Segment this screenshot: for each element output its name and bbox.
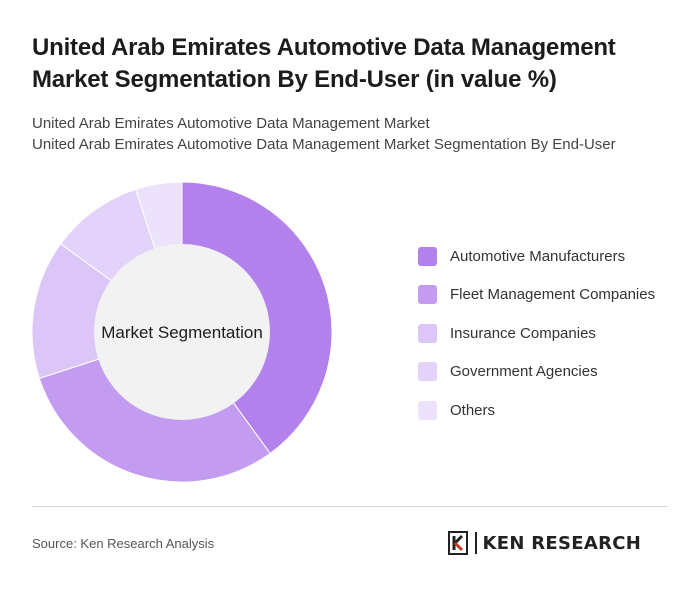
legend-label: Automotive Manufacturers <box>450 247 626 265</box>
legend-swatch <box>418 362 437 382</box>
donut-chart: Market Segmentation <box>31 181 333 483</box>
legend-label: Others <box>450 401 496 419</box>
legend-swatch <box>418 285 437 305</box>
legend-label: Insurance Companies <box>450 324 596 342</box>
chart-subtitle: United Arab Emirates Automotive Data Man… <box>32 113 682 155</box>
legend-swatch <box>418 323 437 343</box>
footer-divider <box>32 506 668 507</box>
source-text: Source: Ken Research Analysis <box>32 536 215 551</box>
logo-separator <box>475 532 477 554</box>
legend-item-automotive-manufacturers: Automotive Manufacturers <box>418 246 688 266</box>
subtitle-line-2: United Arab Emirates Automotive Data Man… <box>32 136 616 153</box>
ken-research-logo: KEN RESEARCH <box>447 531 641 555</box>
legend-label: Government Agencies <box>450 363 598 381</box>
chart-title: United Arab Emirates Automotive Data Man… <box>32 34 616 93</box>
logo-text: KEN RESEARCH <box>482 532 642 554</box>
legend-item-insurance-companies: Insurance Companies <box>418 323 688 343</box>
legend: Automotive Manufacturers Fleet Management… <box>418 246 688 439</box>
logo-mark-icon <box>448 531 468 555</box>
legend-label: Fleet Management Companies <box>450 286 656 304</box>
subtitle-line-1: United Arab Emirates Automotive Data Man… <box>32 115 430 132</box>
legend-item-fleet-management-companies: Fleet Management Companies <box>418 285 688 305</box>
legend-item-others: Others <box>418 400 688 420</box>
center-label: Market Segmentation <box>101 323 263 342</box>
legend-swatch <box>418 246 437 266</box>
donut-hole <box>94 244 270 420</box>
legend-item-government-agencies: Government Agencies <box>418 362 688 382</box>
legend-swatch <box>418 400 437 420</box>
